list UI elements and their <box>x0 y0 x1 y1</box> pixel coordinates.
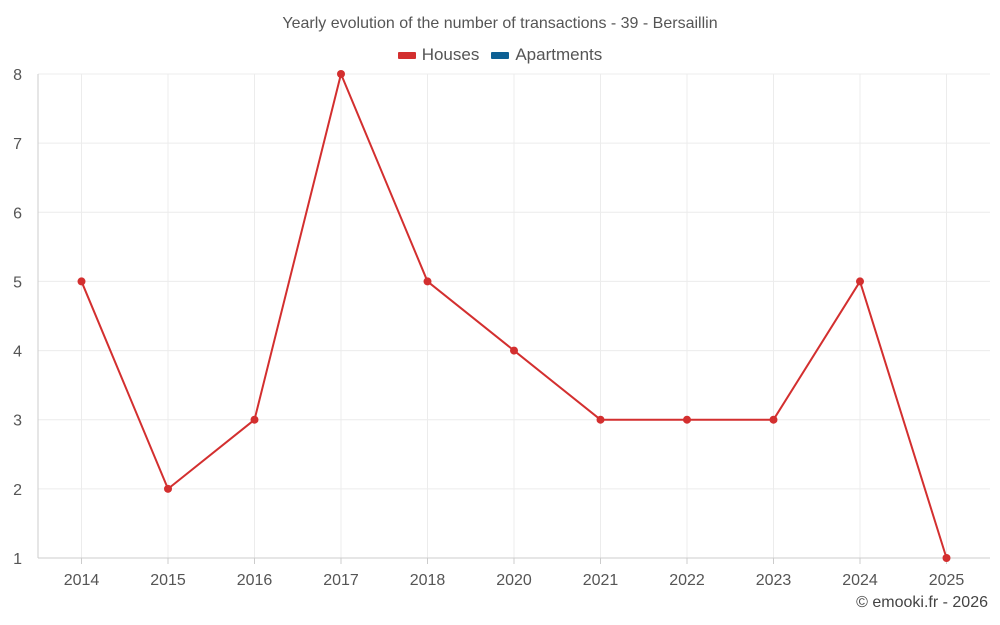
x-tick-label: 2020 <box>496 572 532 589</box>
y-tick-label: 4 <box>13 344 22 361</box>
houses-data-point <box>337 70 345 78</box>
houses-swatch <box>397 51 416 59</box>
x-tick-label: 2014 <box>64 572 100 589</box>
x-tick-label: 2018 <box>410 572 446 589</box>
axes: 1 2 3 4 5 6 7 8 2014 2015 2016 2017 2018 2020 2021 2022… <box>13 67 990 589</box>
houses-data-point <box>856 277 864 286</box>
houses-data-point <box>769 415 778 424</box>
houses-data-point <box>683 415 691 424</box>
y-tick-label: 6 <box>13 205 22 222</box>
houses-data-point <box>942 554 951 562</box>
y-tick-label: 2 <box>13 482 22 499</box>
x-tick-label: 2021 <box>583 572 619 589</box>
houses-data-point <box>164 484 172 493</box>
legend-item-apartments[interactable]: Apartments <box>491 45 602 65</box>
houses-data-point <box>250 415 259 424</box>
houses-data-point <box>77 277 86 286</box>
houses-data-point <box>596 415 605 424</box>
x-tick-label: 2024 <box>842 572 878 589</box>
houses-data-point <box>423 277 432 286</box>
x-tick-label: 2025 <box>929 572 965 589</box>
credit-text: © emooki.fr - 2026 <box>856 594 988 611</box>
x-tick-label: 2023 <box>756 572 792 589</box>
x-tick-label: 2022 <box>669 572 705 589</box>
legend-label-houses: Houses <box>421 45 480 64</box>
y-tick-label: 7 <box>13 136 22 153</box>
x-tick-label: 2016 <box>237 572 273 589</box>
series <box>77 70 951 562</box>
apartments-swatch <box>491 51 510 59</box>
houses-data-point <box>510 346 518 355</box>
y-tick-label: 1 <box>13 551 22 568</box>
y-tick-label: 5 <box>13 274 22 291</box>
x-tick-label: 2017 <box>323 572 359 589</box>
y-tick-label: 8 <box>13 67 22 84</box>
grid <box>38 73 990 559</box>
legend-label-apartments: Apartments <box>515 45 603 64</box>
x-tick-label: 2015 <box>150 572 186 589</box>
legend: Houses Apartments <box>0 45 1000 65</box>
chart-title: Yearly evolution of the number of transa… <box>282 15 718 32</box>
y-tick-label: 3 <box>13 413 22 430</box>
legend-item-houses[interactable]: Houses <box>397 45 480 65</box>
